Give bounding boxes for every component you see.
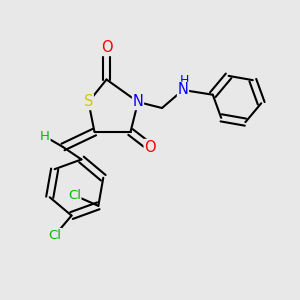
Text: Cl: Cl bbox=[49, 229, 62, 242]
Text: O: O bbox=[144, 140, 156, 154]
Text: Cl: Cl bbox=[68, 189, 81, 202]
Text: N: N bbox=[133, 94, 143, 110]
Text: H: H bbox=[180, 74, 189, 88]
Text: H: H bbox=[40, 130, 50, 143]
Text: O: O bbox=[101, 40, 112, 56]
Text: N: N bbox=[178, 82, 188, 98]
Text: S: S bbox=[84, 94, 93, 110]
